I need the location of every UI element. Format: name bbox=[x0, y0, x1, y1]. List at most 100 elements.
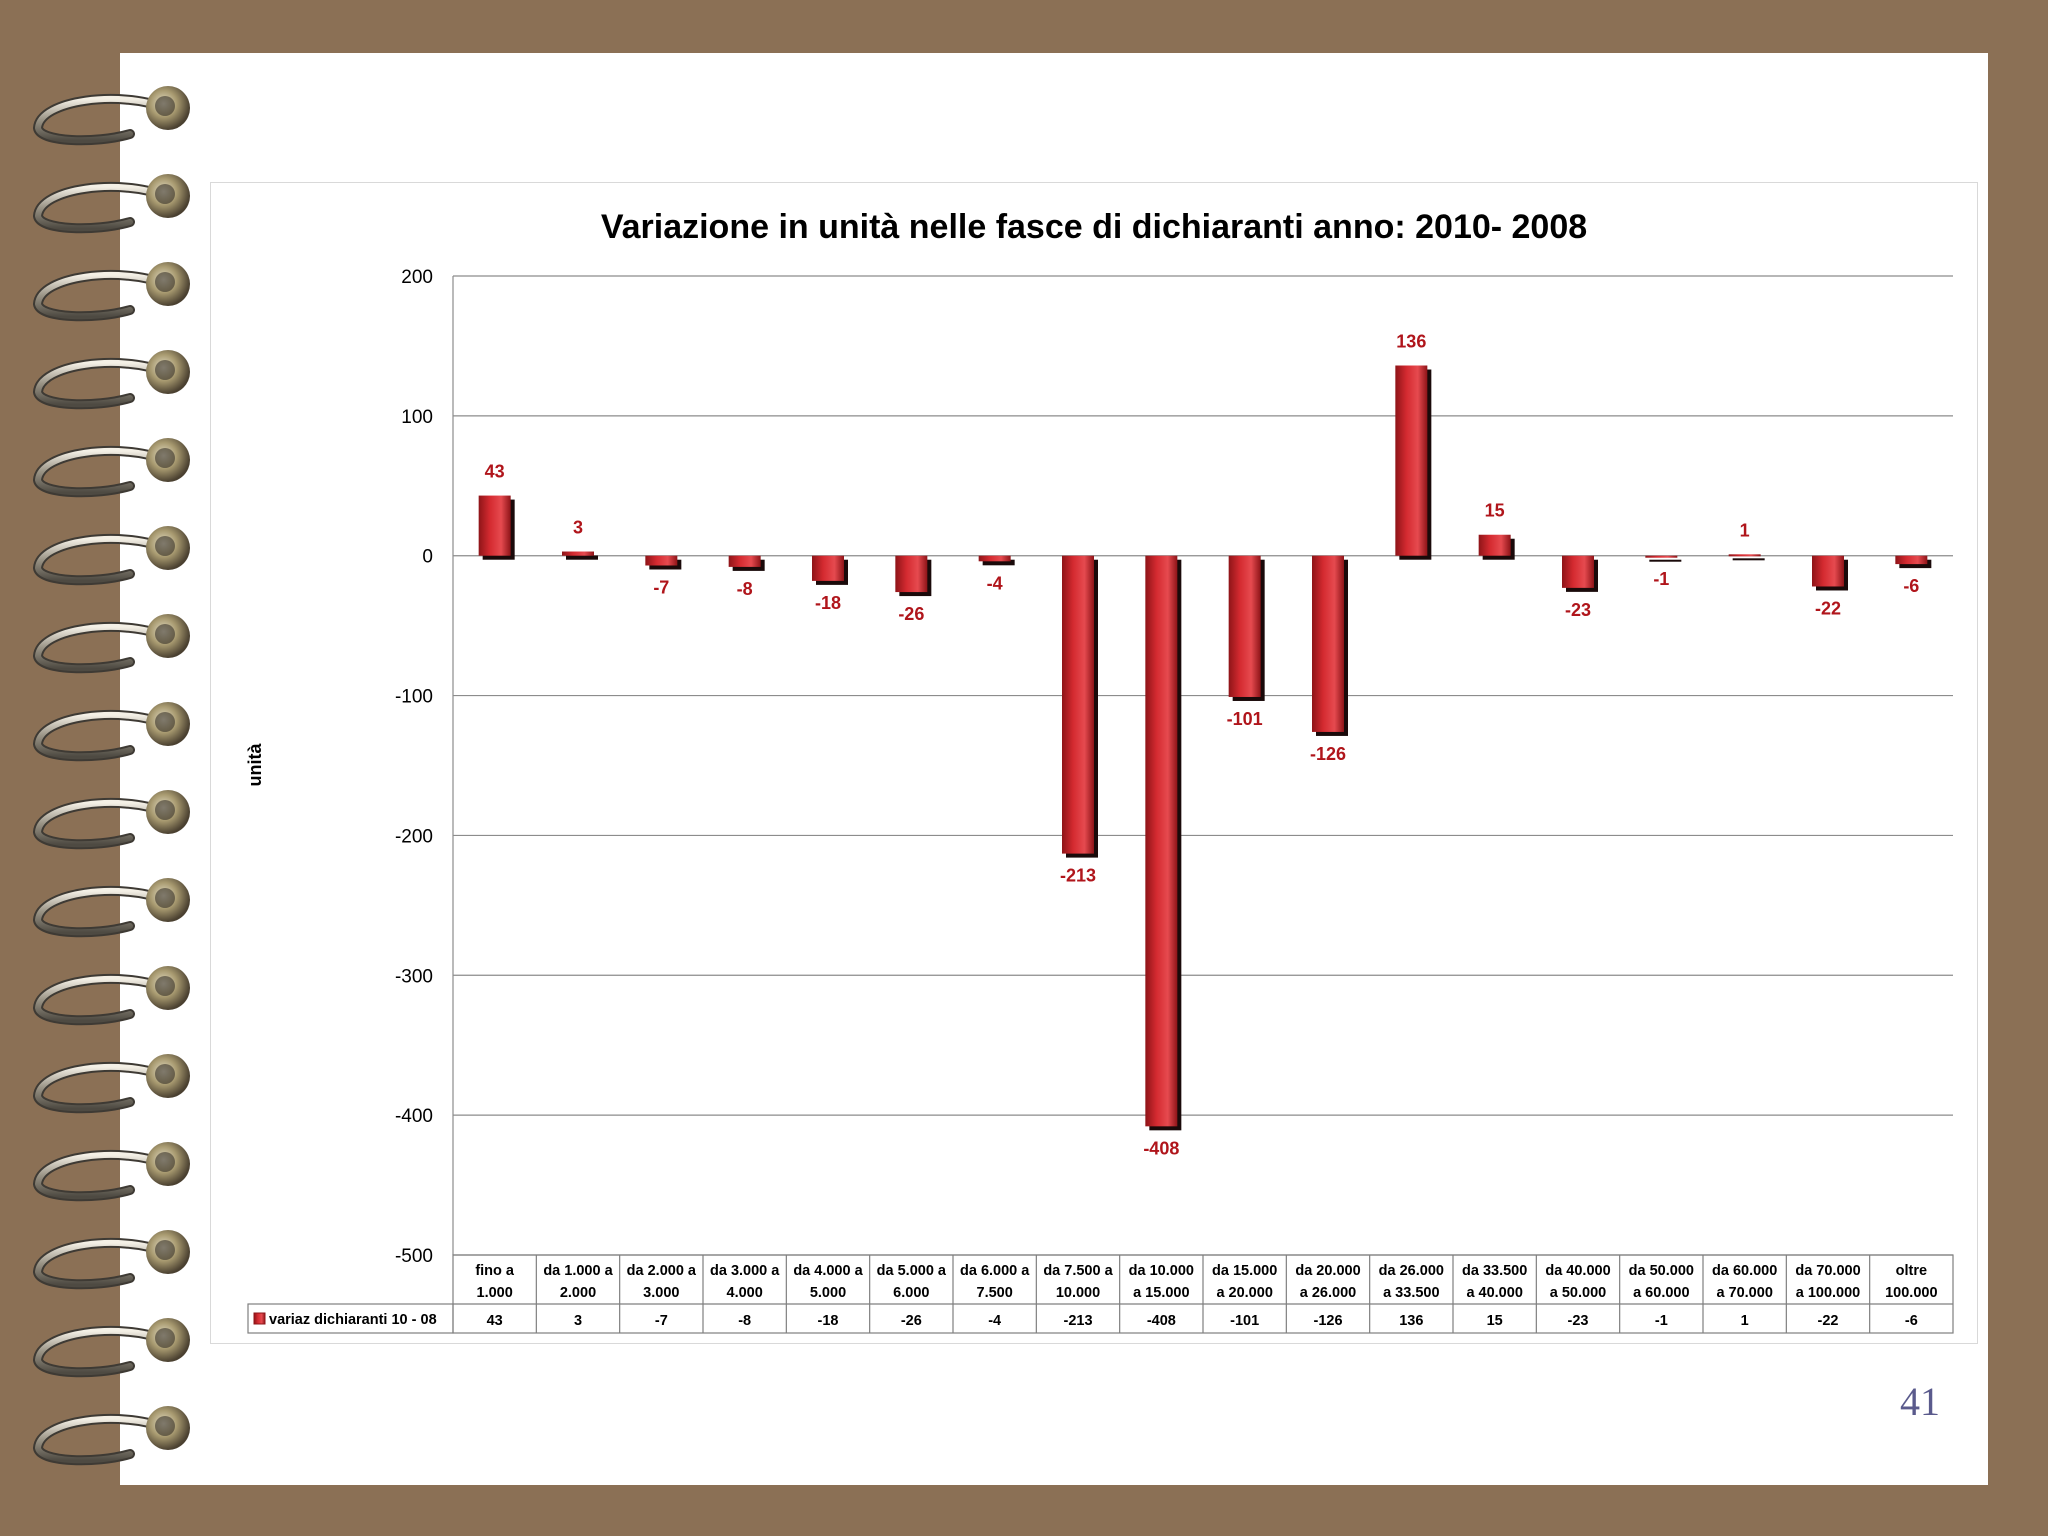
y-tick-label: 100 bbox=[401, 407, 433, 428]
y-tick-label: -100 bbox=[395, 687, 433, 708]
bar-13 bbox=[1562, 555, 1598, 592]
bar-10 bbox=[1312, 555, 1348, 736]
category-label-4: da 4.000 a 5.000 bbox=[793, 1263, 863, 1301]
data-label-10: -126 bbox=[1310, 744, 1346, 764]
category-label-3: da 3.000 a 4.000 bbox=[710, 1263, 780, 1301]
data-label-12: 15 bbox=[1485, 501, 1505, 521]
binding-ring bbox=[32, 438, 190, 498]
y-tick-label: 200 bbox=[401, 267, 433, 288]
binding-ring bbox=[32, 86, 190, 146]
table-value-12: 15 bbox=[1487, 1313, 1503, 1329]
table-value-8: -408 bbox=[1147, 1313, 1176, 1329]
category-label-11: da 26.000 a 33.500 bbox=[1379, 1263, 1444, 1301]
grid-lines bbox=[452, 275, 1953, 1256]
bar-16 bbox=[1812, 555, 1848, 591]
binding-ring bbox=[32, 614, 190, 674]
y-tick-label: -300 bbox=[395, 966, 433, 987]
data-label-16: -22 bbox=[1815, 598, 1841, 618]
table-value-4: -18 bbox=[818, 1313, 839, 1329]
table-value-16: -22 bbox=[1818, 1313, 1839, 1329]
bar-4 bbox=[812, 555, 848, 585]
bar-8 bbox=[1145, 555, 1182, 1131]
data-label-4: -18 bbox=[815, 593, 841, 613]
binding-ring bbox=[32, 1054, 190, 1114]
data-label-15: 1 bbox=[1740, 520, 1750, 540]
spiral-binding bbox=[32, 86, 190, 1466]
binding-ring bbox=[32, 878, 190, 938]
data-label-17: -6 bbox=[1903, 576, 1919, 596]
binding-ring bbox=[32, 350, 190, 410]
table-value-14: -1 bbox=[1655, 1313, 1668, 1329]
table-value-15: 1 bbox=[1741, 1313, 1749, 1329]
category-label-12: da 33.500 a 40.000 bbox=[1462, 1263, 1527, 1301]
bar-14 bbox=[1645, 555, 1682, 562]
bar-2 bbox=[645, 555, 682, 570]
data-label-3: -8 bbox=[737, 579, 753, 599]
category-label-14: da 50.000 a 60.000 bbox=[1629, 1263, 1694, 1301]
data-label-6: -4 bbox=[987, 573, 1003, 593]
bar-17 bbox=[1895, 555, 1932, 569]
table-value-6: -4 bbox=[988, 1313, 1001, 1329]
bar-6 bbox=[978, 555, 1015, 566]
table-value-0: 43 bbox=[487, 1313, 503, 1329]
binding-ring bbox=[32, 1318, 190, 1378]
data-labels: 43 3 -7 -8 -18 -26 -4 -213 -408 -101 -126 136 15 -23 -… bbox=[485, 332, 1920, 1159]
bar-7 bbox=[1062, 555, 1098, 858]
data-label-9: -101 bbox=[1227, 709, 1263, 729]
bar-15 bbox=[1728, 554, 1765, 561]
chart-title: Variazione in unità nelle fasce di dichi… bbox=[601, 208, 1587, 246]
bar-11 bbox=[1395, 365, 1432, 560]
data-label-13: -23 bbox=[1565, 600, 1591, 620]
category-label-9: da 15.000 a 20.000 bbox=[1212, 1263, 1277, 1301]
table-value-2: -7 bbox=[655, 1313, 668, 1329]
category-label-2: da 2.000 a 3.000 bbox=[627, 1263, 697, 1301]
category-label-5: da 5.000 a 6.000 bbox=[877, 1263, 947, 1301]
category-label-16: da 70.000 a 100.000 bbox=[1795, 1263, 1860, 1301]
table-value-7: -213 bbox=[1063, 1313, 1092, 1329]
y-axis-label: unità bbox=[245, 743, 265, 787]
category-label-17: oltre 100.000 bbox=[1885, 1263, 1937, 1301]
data-label-1: 3 bbox=[573, 518, 583, 538]
y-tick-label: -200 bbox=[395, 826, 433, 847]
binding-ring bbox=[32, 262, 190, 322]
table-value-1: 3 bbox=[574, 1313, 582, 1329]
data-label-14: -1 bbox=[1653, 569, 1669, 589]
category-label-15: da 60.000 a 70.000 bbox=[1712, 1263, 1777, 1301]
bar-12 bbox=[1478, 534, 1515, 560]
binding-ring bbox=[32, 1406, 190, 1466]
data-label-5: -26 bbox=[898, 604, 924, 624]
bar-chart: Variazione in unità nelle fasce di dichi… bbox=[245, 208, 1954, 1334]
data-label-2: -7 bbox=[653, 578, 669, 598]
table-value-5: -26 bbox=[901, 1313, 922, 1329]
chart-frame: Variazione in unità nelle fasce di dichi… bbox=[210, 182, 1978, 1344]
table-value-11: 136 bbox=[1399, 1313, 1423, 1329]
category-label-1: da 1.000 a 2.000 bbox=[543, 1263, 613, 1301]
y-tick-label: 0 bbox=[422, 547, 433, 568]
table-value-3: -8 bbox=[738, 1313, 751, 1329]
table-value-10: -126 bbox=[1313, 1313, 1342, 1329]
legend-key bbox=[253, 1312, 266, 1325]
data-label-7: -213 bbox=[1060, 866, 1096, 886]
category-label-0: fino a 1.000 bbox=[475, 1263, 515, 1301]
table-value-17: -6 bbox=[1905, 1313, 1918, 1329]
category-label-8: da 10.000 a 15.000 bbox=[1129, 1263, 1194, 1301]
category-label-10: da 20.000 a 26.000 bbox=[1295, 1263, 1360, 1301]
category-label-13: da 40.000 a 50.000 bbox=[1545, 1263, 1610, 1301]
bar-0 bbox=[478, 495, 515, 560]
binding-ring bbox=[32, 966, 190, 1026]
y-axis-ticks: 200 100 0 -100 -200 -300 -400 -500 bbox=[395, 267, 433, 1267]
bar-1 bbox=[562, 551, 598, 560]
bars bbox=[478, 365, 1932, 1131]
table-value-13: -23 bbox=[1568, 1313, 1589, 1329]
category-label-6: da 6.000 a 7.500 bbox=[960, 1263, 1030, 1301]
data-label-0: 43 bbox=[485, 462, 505, 482]
data-label-8: -408 bbox=[1143, 1138, 1179, 1158]
data-label-11: 136 bbox=[1396, 332, 1426, 352]
page-number: 41 bbox=[1900, 1379, 1940, 1424]
y-tick-label: -400 bbox=[395, 1106, 433, 1127]
binding-ring bbox=[32, 526, 190, 586]
category-label-7: da 7.500 a 10.000 bbox=[1043, 1263, 1113, 1301]
binding-ring bbox=[32, 174, 190, 234]
binding-ring bbox=[32, 790, 190, 850]
